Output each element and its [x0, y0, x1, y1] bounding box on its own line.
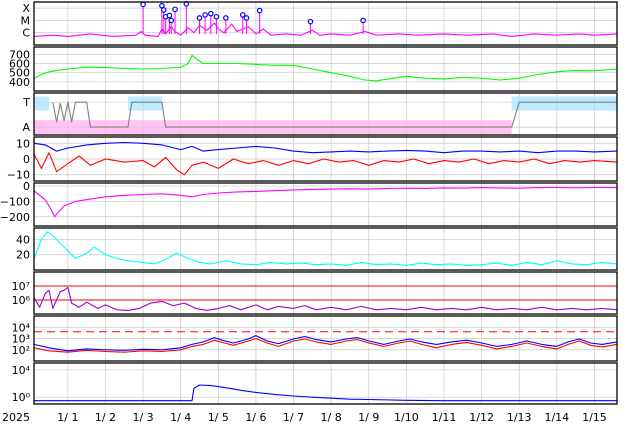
flare-marker — [160, 7, 167, 13]
x-tick-label: 1/11 — [432, 411, 457, 424]
flare-marker — [172, 6, 178, 13]
y-tick-label: 20 — [16, 249, 30, 262]
panel-frame — [33, 1, 618, 46]
panel-flare-class: XMC — [21, 1, 618, 46]
flare-marker — [223, 15, 229, 21]
flare-marker — [360, 17, 366, 24]
panel-frame — [33, 227, 618, 271]
y-tick-label: 10⁰ — [12, 391, 31, 404]
flare-marker — [307, 18, 314, 25]
y-tick-label: 600 — [9, 58, 30, 71]
series-line-green — [33, 54, 618, 82]
y-tick-label: 10 — [16, 137, 30, 150]
polarity-band — [34, 96, 50, 111]
flare-marker — [159, 2, 165, 9]
panel-frame — [33, 362, 618, 405]
x-tick-label: 1/13 — [507, 411, 532, 424]
flare-marker — [202, 12, 208, 18]
x-axis: 1/ 1 1/ 2 1/ 3 1/ 4 1/ 5 1/ 6 1/ 7 1/ 8 1/ 9 1/10… — [57, 411, 607, 424]
y-tick-label: 10⁷ — [12, 280, 30, 293]
x-tick-label: 1/ 6 — [245, 411, 266, 424]
y-tick-label: −10 — [7, 169, 30, 182]
flare-marker — [239, 12, 246, 18]
series-line-magenta — [33, 186, 618, 218]
panel-frame — [33, 136, 618, 182]
x-tick-label: 1/ 7 — [283, 411, 304, 424]
flare-marker — [140, 1, 146, 8]
panel-dst-index: 0 −100 −200 — [0, 180, 618, 227]
y-tick-label: 400 — [9, 76, 30, 89]
panel-imf-polarity: TA — [22, 92, 618, 136]
series-line-cyan — [33, 231, 618, 266]
x-tick-label: 1/ 1 — [57, 411, 78, 424]
x-tick-label: 1/ 3 — [132, 411, 153, 424]
flare-marker — [243, 15, 250, 21]
y-tick-label: −200 — [0, 211, 30, 224]
x-tick-label: 1/ 9 — [358, 411, 379, 424]
y-tick-label: 10³ — [12, 333, 30, 346]
y-tick-label: 0 — [23, 153, 30, 166]
year-label: 2025 — [2, 411, 30, 424]
x-tick-label: 1/14 — [544, 411, 569, 424]
x-tick-label: 1/ 4 — [170, 411, 191, 424]
y-tick-label: 10² — [12, 344, 30, 357]
x-tick-label: 1/ 5 — [208, 411, 229, 424]
series-line-red — [33, 337, 618, 353]
flare-marker — [196, 15, 203, 21]
y-tick-label: A — [22, 121, 30, 134]
series-line-blue — [33, 335, 618, 352]
y-tick-label: 10⁴ — [12, 364, 31, 377]
x-tick-label: 1/10 — [394, 411, 419, 424]
series-line-purple — [33, 286, 618, 311]
x-tick-label: 1/ 8 — [321, 411, 342, 424]
y-tick-label: X — [22, 2, 30, 15]
panel-high-energy-proton: 10⁴ 10⁰ — [12, 362, 618, 405]
series-line-magenta — [33, 22, 618, 37]
y-tick-label: −100 — [0, 195, 30, 208]
y-tick-label: 40 — [16, 233, 30, 246]
panel-frame — [33, 271, 618, 315]
panel-imf-components: 10 0 −10 — [7, 136, 618, 182]
y-tick-label: T — [22, 96, 30, 109]
polarity-band — [511, 96, 617, 111]
series-line-blue — [33, 141, 618, 154]
polarity-band — [128, 96, 162, 111]
y-tick-label: M — [21, 14, 31, 27]
y-tick-label: 0 — [23, 180, 30, 193]
x-tick-label: 1/12 — [469, 411, 494, 424]
flare-marker — [207, 10, 214, 17]
flare-marker — [166, 12, 173, 19]
panel-frame — [33, 315, 618, 362]
flare-marker — [256, 7, 263, 14]
series-line-red — [33, 152, 618, 176]
y-tick-label: C — [22, 27, 30, 40]
x-tick-label: 1/ 2 — [95, 411, 116, 424]
panel-frame — [33, 182, 618, 227]
y-tick-label: 10⁴ — [12, 321, 31, 334]
x-tick-label: 1/15 — [582, 411, 607, 424]
y-tick-label: 700 — [9, 48, 30, 61]
series-line-blue — [34, 384, 617, 402]
series-line-gray — [52, 101, 617, 128]
flare-marker — [213, 13, 220, 20]
y-tick-label: 500 — [9, 67, 30, 80]
panel-frame — [33, 46, 618, 92]
panel-frame — [33, 92, 618, 136]
flare-marker — [168, 17, 175, 24]
y-tick-label: 10⁶ — [12, 294, 31, 307]
